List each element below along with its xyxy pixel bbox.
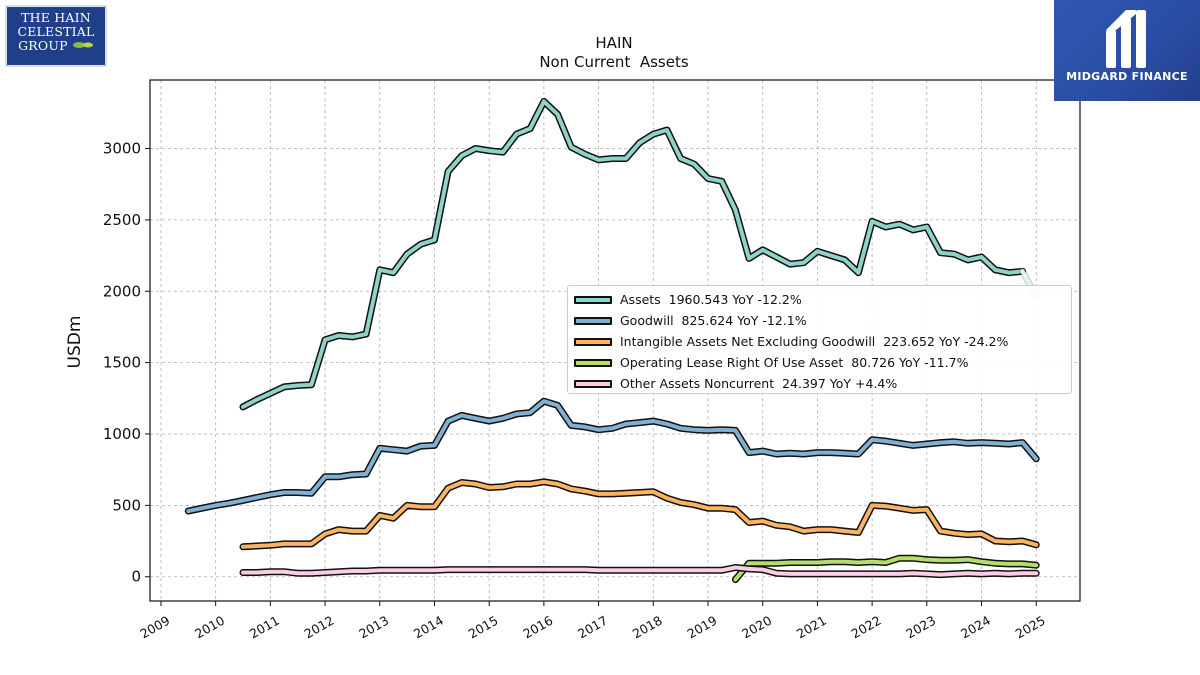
series-path bbox=[186, 399, 1039, 514]
x-tick-label: 2025 bbox=[1013, 613, 1048, 642]
y-axis-label: USDm bbox=[65, 316, 85, 369]
x-tick-label: 2022 bbox=[849, 613, 884, 642]
legend-swatch-goodwill bbox=[574, 316, 612, 325]
logo-left-line1: THE HAIN bbox=[21, 10, 91, 25]
logo-left-line3: GROUP bbox=[7, 39, 105, 53]
leaf-icon bbox=[72, 42, 93, 48]
x-tick-label: 2009 bbox=[137, 613, 172, 642]
x-tick-label: 2020 bbox=[739, 613, 774, 642]
legend-swatch-intangibles bbox=[574, 337, 612, 346]
x-tick-label: 2014 bbox=[411, 613, 446, 642]
y-tick-label: 3000 bbox=[103, 140, 141, 158]
series-line-4 bbox=[239, 564, 1040, 579]
legend-swatch-other-assets bbox=[574, 379, 612, 388]
legend-item-goodwill: Goodwill 825.624 YoY -12.1% bbox=[574, 310, 1071, 331]
legend-item-operating-lease: Operating Lease Right Of Use Asset 80.72… bbox=[574, 352, 1071, 373]
x-tick-label: 2013 bbox=[356, 613, 391, 642]
x-tick-label: 2015 bbox=[466, 613, 501, 642]
logo-left-line2: CELESTIAL bbox=[17, 24, 95, 39]
legend-item-intangibles: Intangible Assets Net Excluding Goodwill… bbox=[574, 331, 1071, 352]
legend-swatch-operating-lease bbox=[574, 358, 612, 367]
legend-label-intangibles: Intangible Assets Net Excluding Goodwill… bbox=[620, 334, 1009, 349]
legend-label-goodwill: Goodwill 825.624 YoY -12.1% bbox=[620, 313, 807, 328]
x-tick-label: 2021 bbox=[794, 613, 829, 642]
plot-frame bbox=[149, 79, 1081, 602]
x-tick-label: 2024 bbox=[958, 613, 993, 642]
series-path bbox=[241, 99, 1025, 409]
y-tick-label: 500 bbox=[112, 496, 141, 514]
midgard-finance-logo: MIDGARD FINANCE bbox=[1054, 0, 1200, 101]
chart-subtitle: Non Current Assets bbox=[539, 53, 689, 71]
hain-celestial-logo: THE HAIN CELESTIAL GROUP bbox=[5, 5, 107, 67]
x-tick-label: 2016 bbox=[520, 613, 555, 642]
x-tick-label: 2011 bbox=[247, 613, 282, 642]
x-tick-label: 2010 bbox=[192, 613, 227, 642]
x-tick-label: 2023 bbox=[903, 613, 938, 642]
legend-label-other-assets: Other Assets Noncurrent 24.397 YoY +4.4% bbox=[620, 376, 898, 391]
x-tick-label: 2017 bbox=[575, 613, 610, 642]
legend-item-other-assets: Other Assets Noncurrent 24.397 YoY +4.4% bbox=[574, 373, 1071, 394]
legend-item-assets: Assets 1960.543 YoY -12.2% bbox=[574, 289, 1071, 310]
midgard-mark-icon bbox=[1106, 10, 1146, 68]
midgard-brand-text: MIDGARD FINANCE bbox=[1066, 70, 1188, 83]
chart-title: HAIN bbox=[595, 34, 632, 52]
legend-label-operating-lease: Operating Lease Right Of Use Asset 80.72… bbox=[620, 355, 969, 370]
y-tick-label: 1000 bbox=[103, 425, 141, 443]
legend-label-assets: Assets 1960.543 YoY -12.2% bbox=[620, 292, 802, 307]
chart-legend: Assets 1960.543 YoY -12.2% Goodwill 825.… bbox=[567, 285, 1072, 394]
series-line-1 bbox=[184, 397, 1040, 515]
x-tick-label: 2019 bbox=[684, 613, 719, 642]
x-tick-label: 2018 bbox=[630, 613, 665, 642]
series-path bbox=[241, 479, 1039, 549]
y-tick-label: 0 bbox=[131, 568, 141, 586]
y-tick-label: 2500 bbox=[103, 211, 141, 229]
legend-swatch-assets bbox=[574, 295, 612, 304]
x-tick-label: 2012 bbox=[302, 613, 337, 642]
series-line-2 bbox=[239, 478, 1040, 551]
series-path bbox=[733, 556, 1039, 582]
y-tick-label: 1500 bbox=[103, 354, 141, 372]
series-path bbox=[241, 565, 1039, 577]
series-layer bbox=[184, 97, 1040, 584]
series-line-3 bbox=[731, 554, 1040, 584]
y-tick-label: 2000 bbox=[103, 282, 141, 300]
